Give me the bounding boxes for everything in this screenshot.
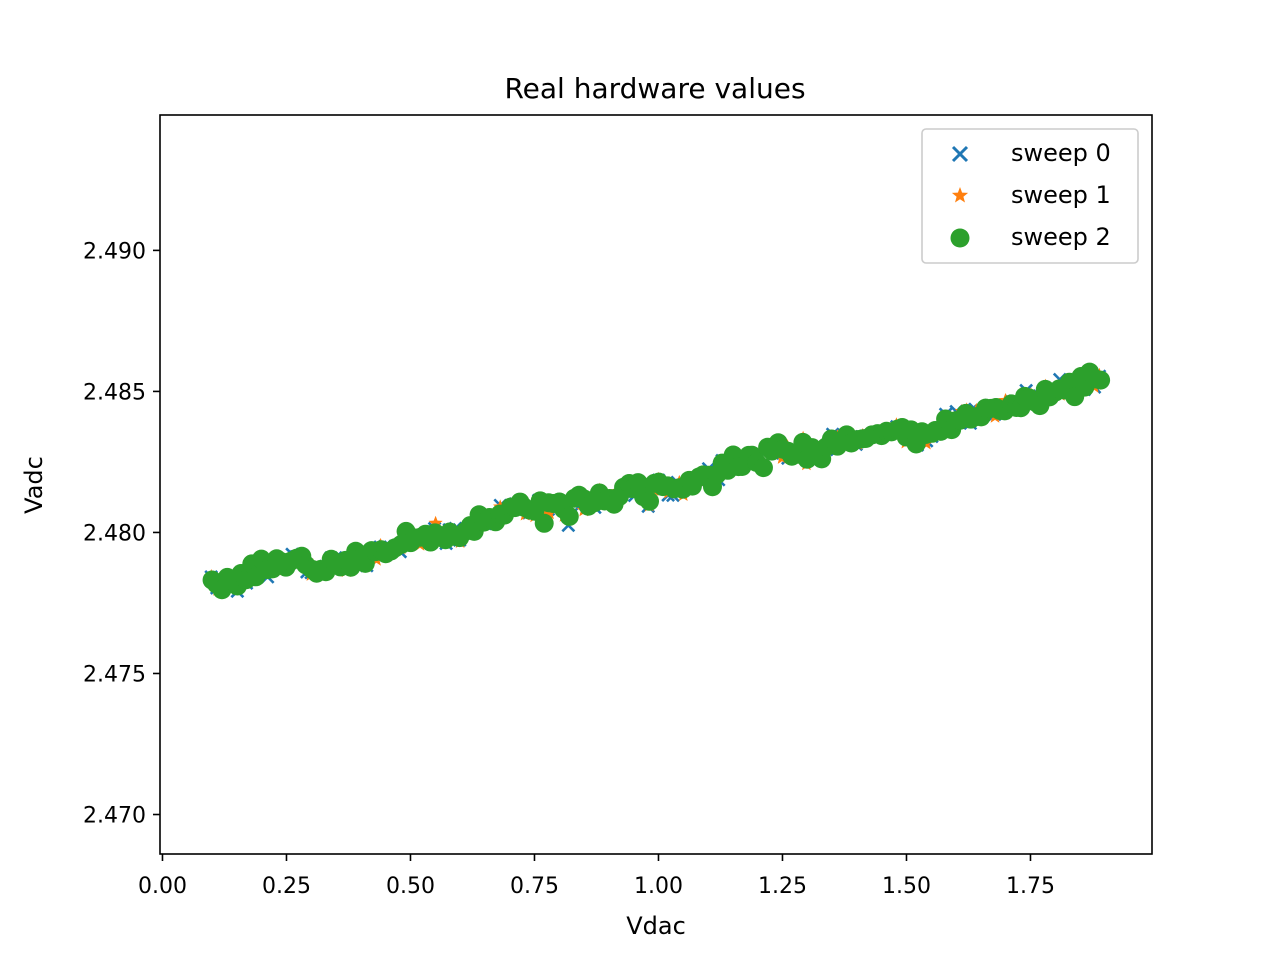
legend-label-sweep-0: sweep 0: [1011, 139, 1111, 167]
legend-label-sweep-2: sweep 2: [1011, 223, 1111, 251]
point-sweep-2: [640, 491, 660, 511]
point-sweep-2: [534, 513, 554, 533]
x-tick-label: 0.00: [138, 874, 187, 899]
x-tick-label: 0.50: [386, 874, 435, 899]
x-tick-label: 1.00: [634, 874, 683, 899]
y-tick-label: 2.485: [83, 380, 146, 405]
plot-frame: [159, 114, 1153, 855]
data-points: [202, 362, 1111, 600]
y-tick-label: 2.490: [83, 239, 146, 264]
y-axis-ticks: 2.470 2.475 2.480 2.485 2.490: [83, 239, 160, 829]
x-axis-label: Vdac: [626, 912, 686, 940]
x-axis-ticks: 0.00 0.25 0.50 0.75 1.00 1.25 1.50 1.75: [138, 854, 1055, 899]
y-tick-label: 2.480: [83, 521, 146, 546]
chart-title: Real hardware values: [504, 72, 805, 105]
point-sweep-2: [1091, 370, 1111, 390]
x-tick-label: 1.75: [1006, 874, 1055, 899]
x-tick-label: 1.25: [758, 874, 807, 899]
legend-marker-sweep-2: [950, 228, 970, 248]
legend-marker-sweep-1: [951, 187, 969, 203]
y-tick-label: 2.475: [83, 662, 146, 687]
point-sweep-1: [428, 515, 443, 530]
point-sweep-2: [559, 506, 579, 526]
legend: sweep 0 sweep 1 sweep 2: [921, 128, 1139, 264]
point-sweep-1: [542, 505, 557, 520]
x-tick-label: 1.50: [882, 874, 931, 899]
legend-label-sweep-1: sweep 1: [1011, 181, 1111, 209]
y-axis-label: Vadc: [20, 456, 48, 514]
point-sweep-2: [753, 458, 773, 478]
y-tick-label: 2.470: [83, 804, 146, 829]
legend-marker-sweep-0: [951, 145, 969, 163]
legend-frame: [921, 128, 1139, 264]
x-tick-label: 0.25: [262, 874, 311, 899]
x-tick-label: 0.75: [510, 874, 559, 899]
